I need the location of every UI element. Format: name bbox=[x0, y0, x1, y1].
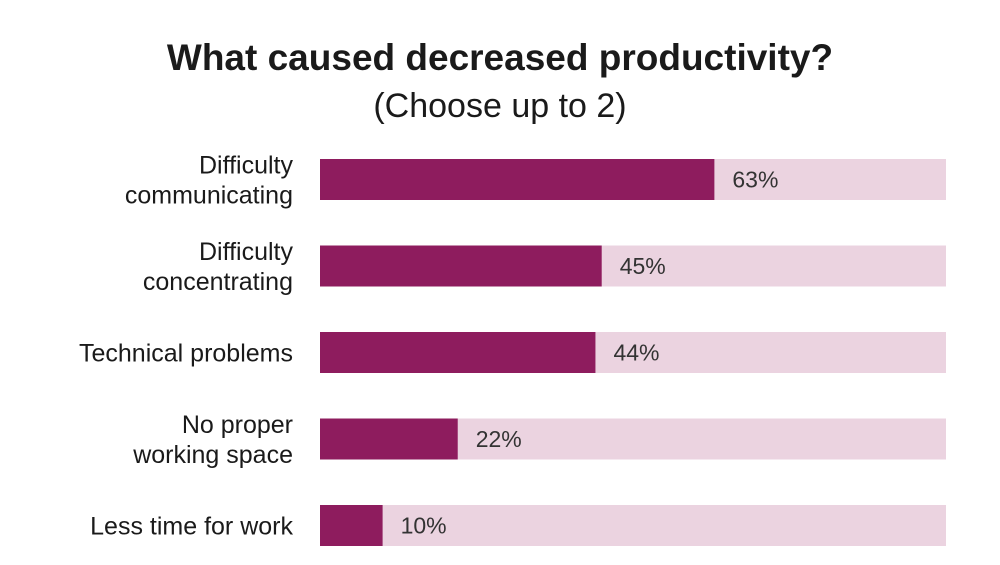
category-label: Difficulty communicating bbox=[125, 152, 294, 210]
category-label-line: Technical problems bbox=[79, 340, 293, 368]
category-label-line: concentrating bbox=[143, 268, 293, 296]
category-label-line: Difficulty bbox=[199, 238, 294, 266]
category-label-line: Difficulty bbox=[199, 152, 294, 180]
data-label: 45% bbox=[620, 253, 666, 279]
category-label-line: No proper bbox=[182, 411, 293, 439]
category-label: Less time for work bbox=[90, 513, 293, 541]
data-label: 22% bbox=[476, 426, 522, 452]
data-label: 63% bbox=[732, 167, 778, 193]
category-label-line: working space bbox=[132, 441, 293, 469]
chart-subtitle: (Choose up to 2) bbox=[373, 87, 627, 125]
bar bbox=[320, 418, 458, 460]
data-label: 10% bbox=[401, 513, 447, 539]
bar-track bbox=[320, 505, 946, 546]
category-label-line: communicating bbox=[125, 182, 293, 210]
bar bbox=[320, 332, 596, 373]
category-label-line: Less time for work bbox=[90, 513, 293, 541]
bar bbox=[320, 505, 383, 546]
category-label: Technical problems bbox=[79, 340, 293, 368]
data-label: 44% bbox=[613, 340, 659, 366]
chart-title: What caused decreased productivity? bbox=[166, 37, 834, 78]
bar bbox=[320, 245, 602, 287]
category-label: Difficulty concentrating bbox=[143, 238, 294, 296]
bar bbox=[320, 159, 715, 200]
category-label: No proper working space bbox=[132, 411, 293, 469]
